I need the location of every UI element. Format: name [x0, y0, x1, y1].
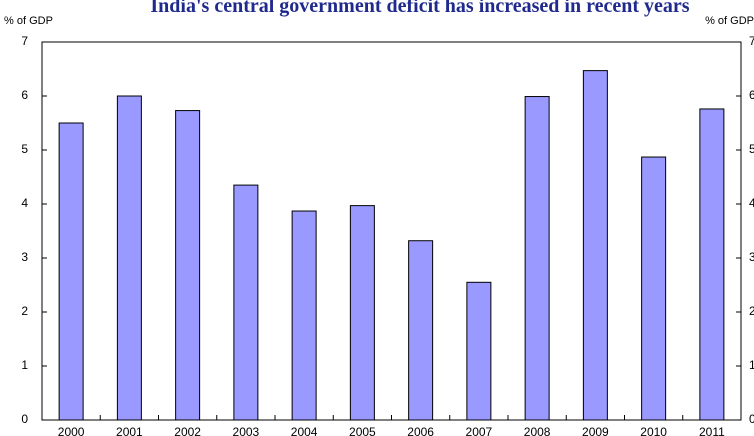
x-tick-label: 2008	[524, 425, 551, 436]
bar	[291, 210, 317, 421]
y2-tick-label: 2	[749, 304, 754, 318]
bar	[116, 95, 142, 421]
x-tick-label: 2001	[116, 425, 143, 436]
x-tick-label: 2010	[640, 425, 667, 436]
y2-tick-label: 3	[749, 250, 754, 264]
y-tick-label: 2	[21, 304, 28, 318]
y2-tick-label: 1	[749, 358, 754, 372]
y-tick-label: 0	[21, 412, 28, 426]
bar	[524, 96, 550, 421]
bar	[582, 70, 608, 421]
x-tick-label: 2006	[407, 425, 434, 436]
y2-tick-label: 7	[749, 34, 754, 48]
x-tick-label: 2005	[349, 425, 376, 436]
y2-tick-label: 5	[749, 142, 754, 156]
y-tick-label: 4	[21, 196, 28, 210]
y-axis-label: % of GDP	[4, 15, 53, 27]
x-tick-label: 2003	[233, 425, 260, 436]
y2-tick-label: 6	[749, 88, 754, 102]
bar	[175, 110, 201, 421]
y-tick-label: 6	[21, 88, 28, 102]
bar	[58, 122, 84, 421]
bar	[349, 205, 375, 421]
bar	[699, 108, 725, 421]
x-tick-label: 2007	[466, 425, 493, 436]
x-tick-label: 2002	[174, 425, 201, 436]
x-tick-label: 2004	[291, 425, 318, 436]
y-tick-label: 3	[21, 250, 28, 264]
bar	[408, 240, 434, 421]
y-tick-label: 7	[21, 34, 28, 48]
chart-title: India's central government deficit has i…	[150, 0, 689, 17]
bar	[466, 281, 492, 421]
bar	[233, 184, 259, 421]
bar	[641, 156, 667, 421]
plot-frame	[41, 41, 742, 421]
y-tick-label: 1	[21, 358, 28, 372]
x-tick-label: 2009	[582, 425, 609, 436]
y2-tick-label: 0	[749, 412, 754, 426]
y2-tick-label: 4	[749, 196, 754, 210]
y2-axis-label: % of GDP	[705, 15, 754, 27]
x-tick-label: 2000	[58, 425, 85, 436]
x-tick-label: 2011	[699, 425, 725, 436]
y-tick-label: 5	[21, 142, 28, 156]
